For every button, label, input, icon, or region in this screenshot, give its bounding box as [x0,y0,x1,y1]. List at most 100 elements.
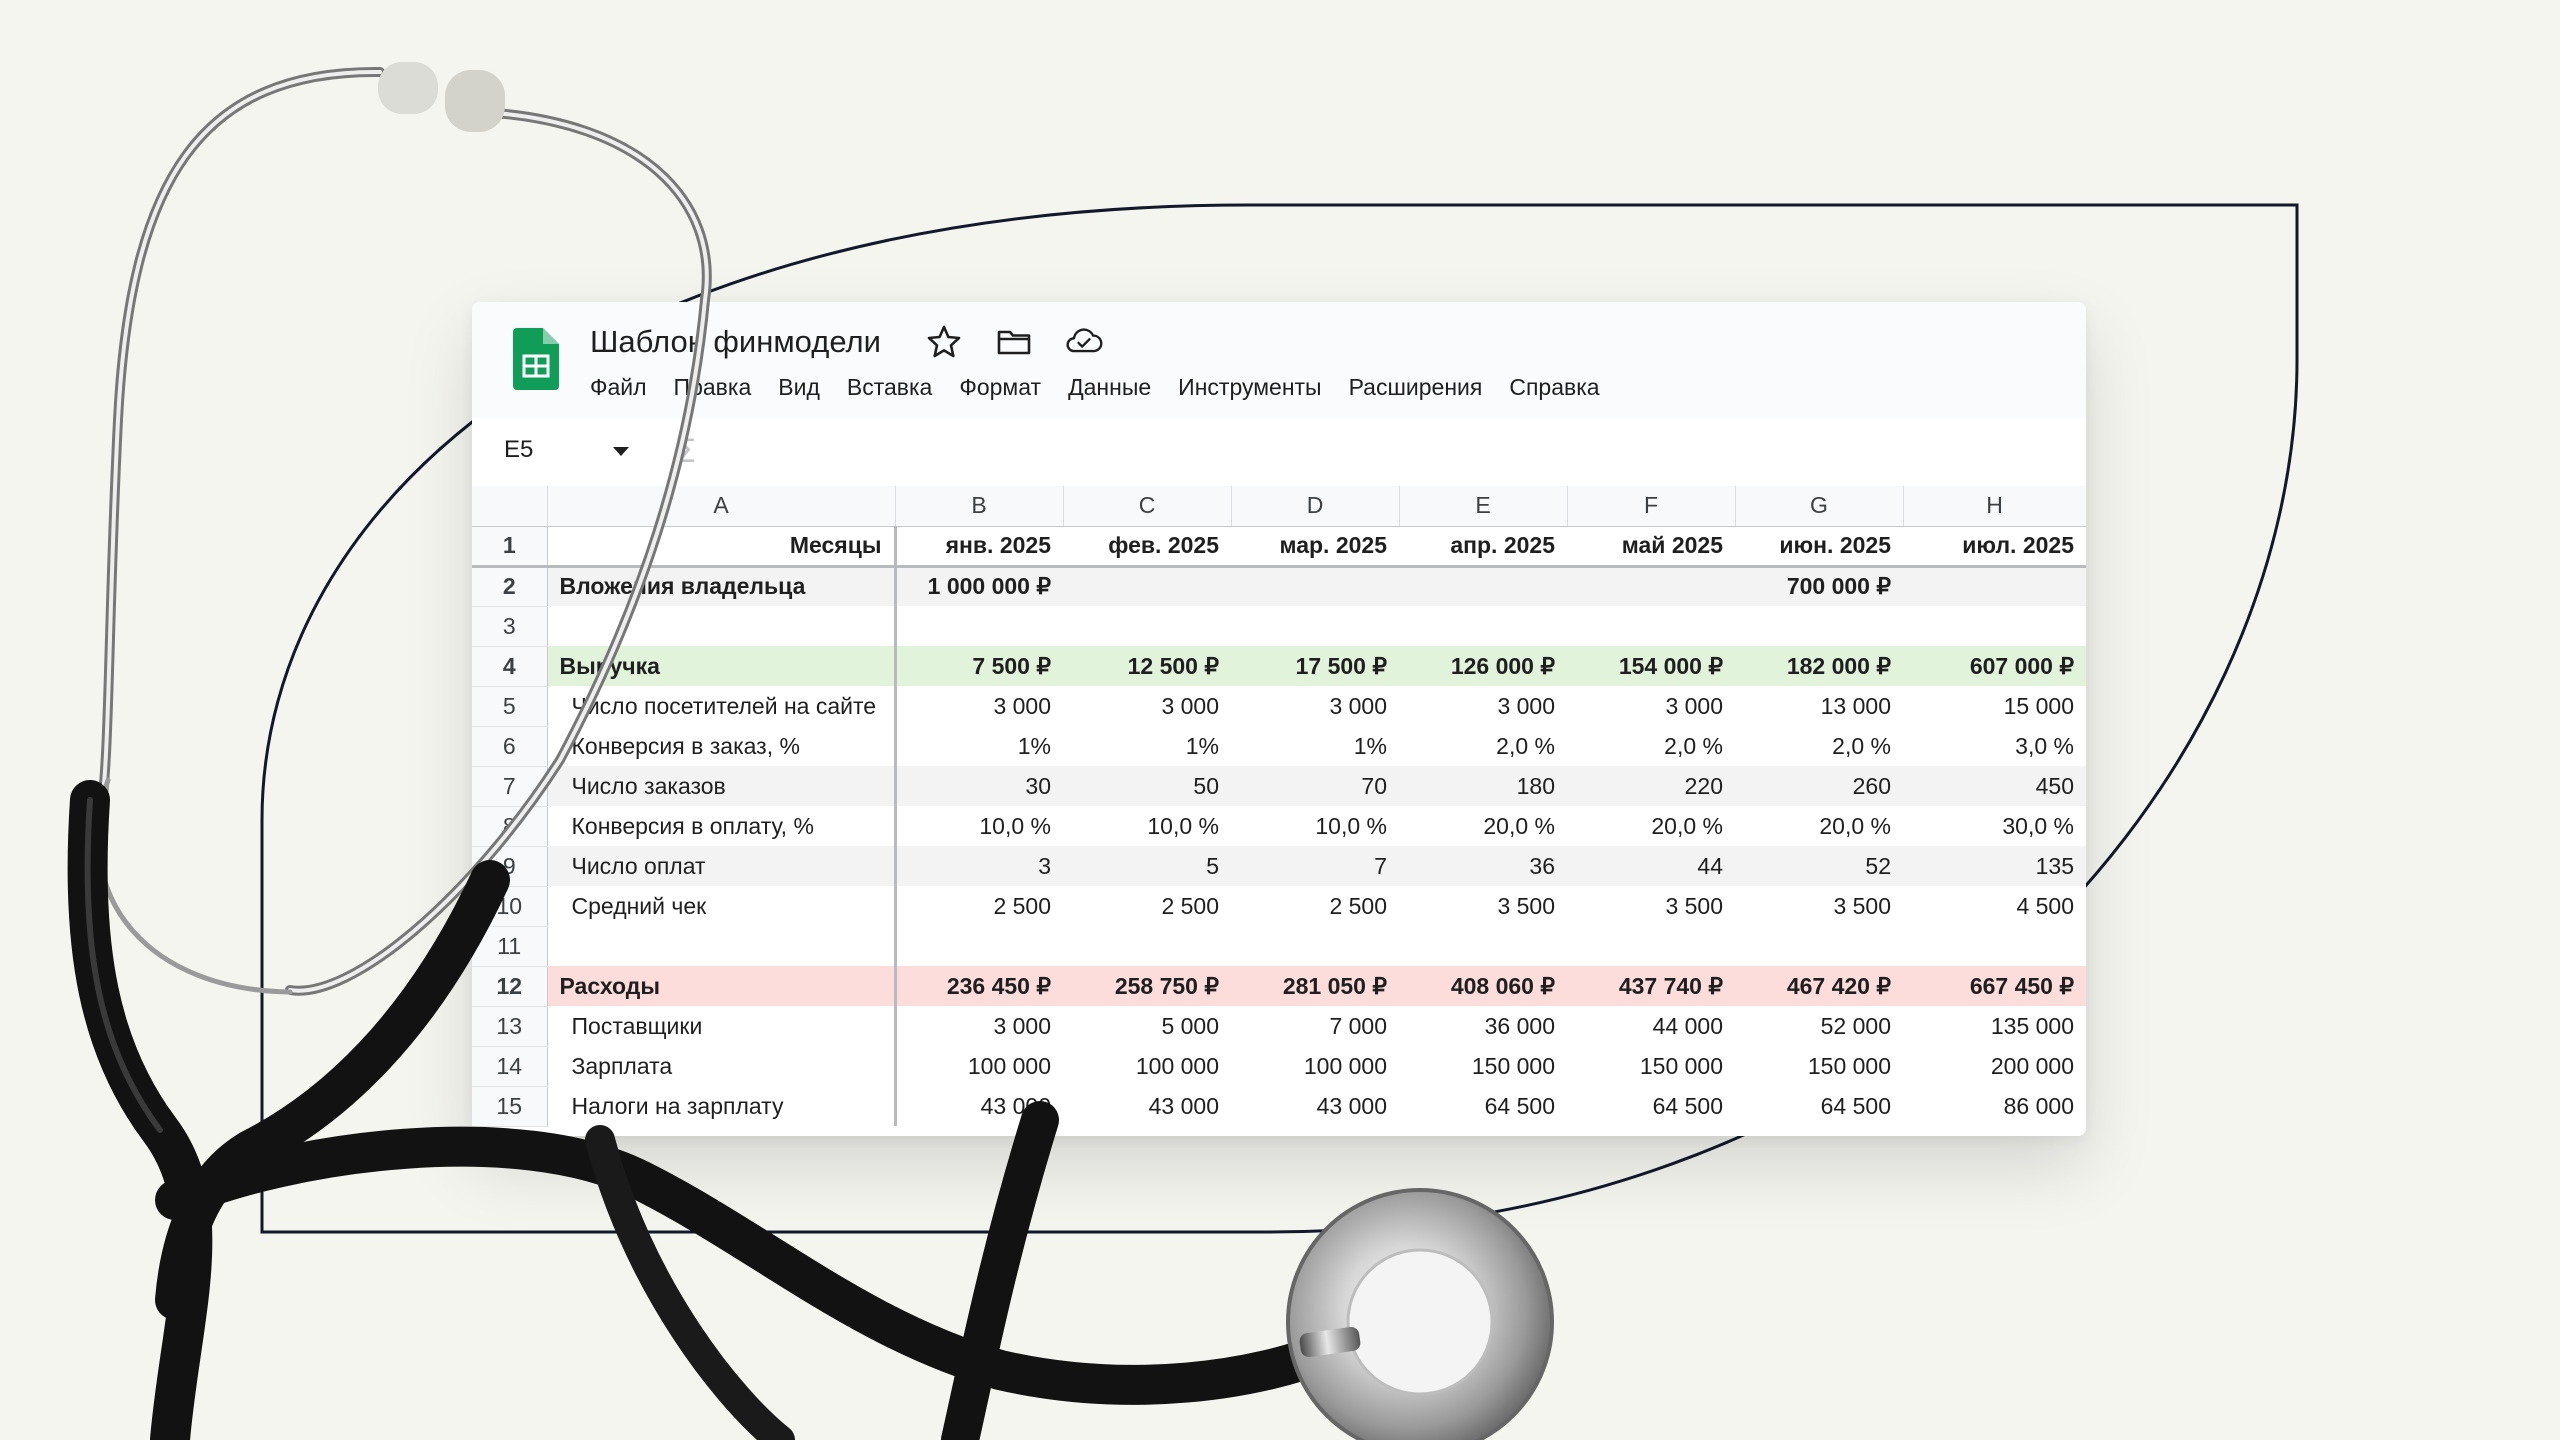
table-cell[interactable]: 1% [1017,732,1051,759]
menu-view[interactable]: Вид [778,374,820,400]
table-cell[interactable]: 3 000 [1665,692,1723,719]
row-number[interactable]: 7 [472,766,548,807]
menu-extensions[interactable]: Расширения [1348,374,1483,400]
cloud-saved-icon[interactable] [1064,322,1104,362]
table-cell[interactable]: 3 [895,846,1063,886]
table-cell[interactable]: 43 000 [1148,1092,1219,1119]
table-cell[interactable]: 10,0 % [979,812,1051,839]
menu-data[interactable]: Данные [1068,374,1152,400]
table-cell[interactable]: мар. 2025 [1231,526,1399,568]
table-cell[interactable]: 437 740 ₽ [1567,966,1735,1006]
table-cell[interactable]: 150 000 [1807,1052,1891,1079]
table-cell[interactable] [1399,926,1567,966]
name-box[interactable]: E5 [504,436,534,463]
table-cell[interactable]: 36 [1399,846,1567,886]
column-header[interactable]: B [895,486,1064,527]
table-cell[interactable]: 3 000 [1161,692,1219,719]
row-label-cell[interactable]: Выручка [547,646,897,686]
table-cell[interactable]: 450 [1903,766,2086,806]
table-cell[interactable]: 2 500 [1161,892,1219,919]
table-cell[interactable]: 64 500 [1484,1092,1555,1119]
table-cell[interactable]: 2,0 % [1664,732,1723,759]
star-icon[interactable] [924,322,964,362]
table-cell[interactable]: 52 000 [1820,1012,1891,1039]
table-cell[interactable]: апр. 2025 [1399,526,1567,568]
row-label-cell[interactable]: Число посетителей на сайте [547,686,897,726]
row-label-cell[interactable]: Зарплата [547,1046,897,1086]
table-cell[interactable] [1735,606,1903,646]
table-cell[interactable] [1903,566,2086,606]
table-cell[interactable]: 2,0 % [1832,732,1891,759]
table-cell[interactable]: 64 500 [1652,1092,1723,1119]
table-cell[interactable] [1063,926,1231,966]
row-label-cell[interactable]: Конверсия в оплату, % [547,806,897,846]
row-label-cell[interactable]: Расходы [547,966,897,1006]
table-cell[interactable]: 467 420 ₽ [1735,966,1903,1006]
table-cell[interactable]: 2,0 % [1496,732,1555,759]
table-cell[interactable]: 135 000 [1990,1012,2074,1039]
table-cell[interactable]: 180 [1399,766,1567,806]
table-cell[interactable]: 154 000 ₽ [1567,646,1735,686]
table-cell[interactable]: 70 [1231,766,1399,806]
row-label-cell[interactable]: Конверсия в заказ, % [547,726,897,766]
column-header[interactable]: C [1063,486,1232,527]
table-cell[interactable]: 3 500 [1497,892,1555,919]
table-cell[interactable] [1903,926,2086,966]
table-cell[interactable]: 3 000 [993,692,1051,719]
table-cell[interactable]: 36 000 [1484,1012,1555,1039]
row-number[interactable]: 2 [472,566,548,607]
table-cell[interactable]: 150 000 [1471,1052,1555,1079]
table-cell[interactable]: 1 000 000 ₽ [895,566,1063,606]
row-label-cell[interactable] [547,606,897,646]
table-cell[interactable]: 20,0 % [1819,812,1891,839]
row-number[interactable]: 11 [472,926,548,967]
table-cell[interactable]: 2 500 [993,892,1051,919]
table-cell[interactable] [1231,566,1399,606]
table-cell[interactable]: 258 750 ₽ [1063,966,1231,1006]
table-cell[interactable]: 20,0 % [1651,812,1723,839]
row-label-cell[interactable]: Месяцы [547,526,897,568]
row-label-cell[interactable]: Число заказов [547,766,897,806]
row-number[interactable]: 10 [472,886,548,927]
table-cell[interactable]: 220 [1567,766,1735,806]
table-cell[interactable]: 667 450 ₽ [1903,966,2086,1006]
table-cell[interactable]: 1% [1353,732,1387,759]
table-cell[interactable] [895,926,1063,966]
table-cell[interactable]: 30,0 % [2002,812,2074,839]
table-cell[interactable] [1063,566,1231,606]
table-cell[interactable]: 44 [1567,846,1735,886]
row-label-cell[interactable] [547,926,897,966]
table-cell[interactable]: 135 [1903,846,2086,886]
table-cell[interactable]: 20,0 % [1483,812,1555,839]
table-cell[interactable]: 43 000 [1316,1092,1387,1119]
table-cell[interactable]: фев. 2025 [1063,526,1231,568]
table-cell[interactable] [895,606,1063,646]
table-cell[interactable]: 44 000 [1652,1012,1723,1039]
table-cell[interactable]: 100 000 [1135,1052,1219,1079]
table-cell[interactable]: 200 000 [1990,1052,2074,1079]
sheets-logo-icon[interactable] [513,328,559,390]
caret-down-icon[interactable] [612,446,630,458]
table-cell[interactable]: май 2025 [1567,526,1735,568]
menu-edit[interactable]: Правка [673,374,752,400]
table-cell[interactable]: 260 [1735,766,1903,806]
table-cell[interactable]: 3 500 [1833,892,1891,919]
column-header[interactable]: H [1903,486,2086,527]
row-number[interactable]: 13 [472,1006,548,1047]
table-cell[interactable]: 7 [1231,846,1399,886]
row-number[interactable]: 6 [472,726,548,767]
row-number[interactable]: 8 [472,806,548,847]
table-cell[interactable]: июл. 2025 [1903,526,2086,568]
table-cell[interactable]: июн. 2025 [1735,526,1903,568]
row-number[interactable]: 3 [472,606,548,647]
table-cell[interactable]: 13 000 [1820,692,1891,719]
table-cell[interactable]: 64 500 [1820,1092,1891,1119]
menu-format[interactable]: Формат [959,374,1042,400]
table-cell[interactable]: 281 050 ₽ [1231,966,1399,1006]
table-cell[interactable]: 50 [1063,766,1231,806]
table-cell[interactable]: 3 000 [1497,692,1555,719]
table-cell[interactable] [1231,606,1399,646]
row-number[interactable]: 12 [472,966,548,1007]
table-cell[interactable]: 43 000 [980,1092,1051,1119]
table-cell[interactable]: 52 [1735,846,1903,886]
